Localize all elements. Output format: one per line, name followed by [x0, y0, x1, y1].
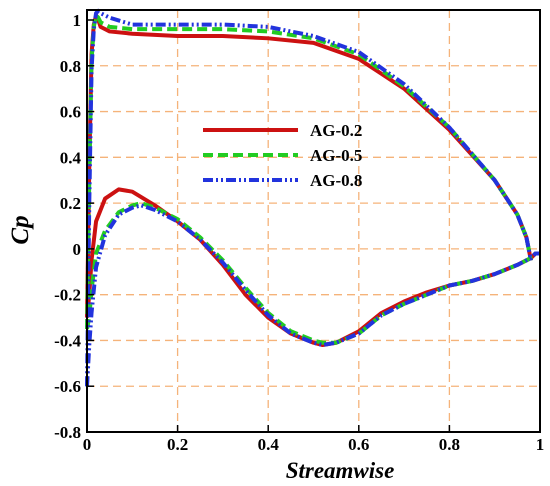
plot-frame [86, 9, 541, 433]
legend-label: AG-0.5 [310, 146, 362, 165]
legend-label: AG-0.8 [310, 171, 362, 190]
lower-surface-line [85, 187, 540, 348]
legend: AG-0.2 AG-0.5 AG-0.8 [203, 121, 362, 190]
y-tick-label: 0.4 [60, 148, 82, 167]
y-tick-label: 1 [73, 11, 82, 30]
x-tick-label: 0.6 [348, 435, 369, 454]
x-tick-label: 0.8 [439, 435, 460, 454]
x-tick-label: 0.4 [258, 435, 280, 454]
axis-ticks: 0 0.2 0.4 0.6 0.8 1 1 0.8 0.6 0.4 0.2 0 -0.2 -0.4 -0.6… [54, 11, 544, 454]
legend-label: AG-0.2 [310, 121, 362, 140]
y-tick-label: 0 [73, 240, 82, 259]
upper-surface-line [85, 8, 533, 387]
lower-surface-line [85, 203, 540, 387]
upper-surface-line [85, 13, 533, 318]
grid [87, 10, 540, 432]
y-tick-label: -0.8 [54, 423, 81, 442]
x-axis-title: Streamwise [286, 458, 395, 483]
y-tick-label: 0.8 [60, 57, 81, 76]
y-tick-label: 0.2 [60, 194, 81, 213]
series-lines [85, 8, 540, 387]
x-tick-label: 1 [536, 435, 545, 454]
x-tick-label: 0 [83, 435, 92, 454]
y-tick-label: -0.6 [54, 377, 81, 396]
y-tick-label: -0.4 [54, 331, 81, 350]
y-tick-label: 0.6 [60, 103, 81, 122]
y-tick-label: -0.2 [54, 286, 81, 305]
y-axis-title: Cp [7, 215, 34, 244]
lower-surface-line [85, 201, 540, 345]
series-ag-0-8 [85, 8, 540, 387]
x-tick-label: 0.2 [167, 435, 188, 454]
